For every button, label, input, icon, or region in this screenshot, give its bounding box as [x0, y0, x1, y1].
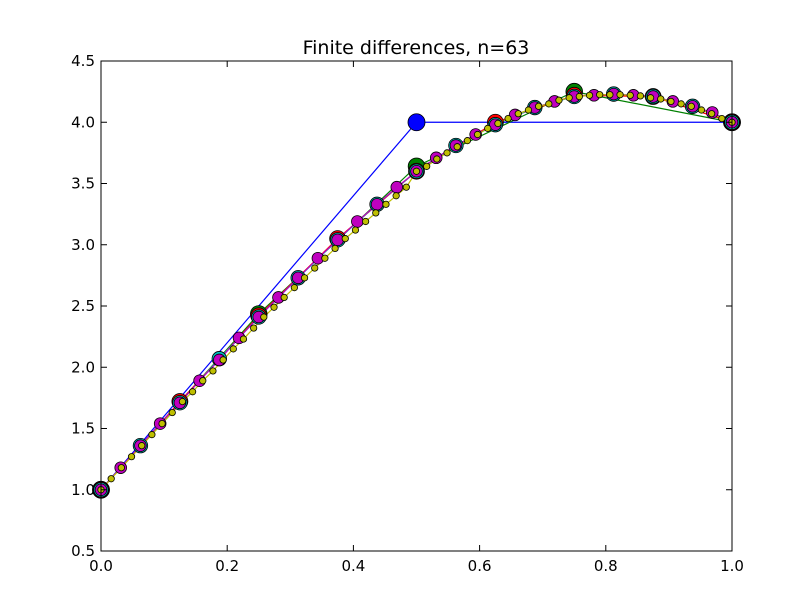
series-5-point	[453, 143, 461, 151]
series-5-point	[657, 95, 665, 103]
x-tick-label: 0.2	[215, 557, 239, 575]
y-tick-label: 4.5	[71, 52, 95, 70]
series-4-line	[101, 93, 732, 491]
series-5-point	[585, 91, 594, 99]
series-5-point	[392, 192, 400, 200]
x-tick-label: 1.0	[720, 557, 744, 575]
y-tick-label: 1.0	[71, 481, 95, 499]
series-5-point	[718, 114, 726, 123]
x-axis: 0.0 0.2 0.4 0.6 0.8 1.0	[89, 61, 744, 575]
series-5-point	[250, 324, 258, 332]
series-5-point	[504, 114, 512, 123]
series-1-line	[101, 91, 732, 491]
series-5-point	[667, 97, 675, 106]
series-5-point	[382, 200, 390, 208]
series-5-point	[646, 94, 655, 102]
series-5-point	[565, 94, 573, 102]
y-tick-label: 0.5	[71, 542, 95, 560]
series-5-point	[127, 453, 136, 461]
series-5-point	[311, 264, 319, 272]
series-5-point	[321, 254, 329, 262]
y-axis: 0.5 1.0 1.5 2.0 2.5 3.0 3.5 4.0 4.5	[71, 52, 732, 560]
x-tick-label: 0.0	[89, 557, 113, 575]
series-5-point	[402, 183, 410, 191]
markers-layer	[92, 82, 741, 499]
series-5-point	[708, 110, 716, 118]
series-5-line	[101, 94, 732, 491]
series-5-point	[524, 106, 533, 114]
series-5-point	[138, 442, 146, 450]
series-5-point	[300, 274, 309, 282]
series-5-point	[351, 226, 360, 234]
series-5-point	[687, 102, 695, 110]
series-5-point	[199, 377, 207, 385]
series-5-point	[117, 464, 125, 472]
series-5-point	[189, 388, 197, 396]
series-5-point	[677, 100, 685, 108]
y-tick-label: 4.0	[71, 113, 95, 131]
series-5-point	[260, 313, 268, 321]
x-tick-label: 0.8	[594, 557, 618, 575]
series-5-point	[636, 92, 645, 100]
series-4-point	[370, 198, 384, 211]
x-tick-label: 0.6	[468, 557, 492, 575]
series-4-point	[351, 215, 364, 228]
series-4-point	[331, 233, 344, 247]
series-5-point	[290, 284, 298, 292]
series-5-point	[423, 162, 431, 170]
series-5-point	[362, 217, 370, 226]
series-5-point	[229, 345, 237, 353]
series-5-point	[606, 91, 614, 99]
series-5-point	[596, 91, 604, 99]
series-0-point	[407, 113, 426, 132]
y-tick-label: 3.5	[71, 175, 95, 193]
series-5-point	[209, 367, 217, 375]
series-5-point	[280, 293, 288, 302]
series-5-point	[219, 356, 227, 364]
series-5-point	[697, 106, 706, 114]
series-5-point	[178, 397, 187, 406]
series-5-point	[555, 96, 563, 104]
series-5-point	[545, 100, 553, 108]
series-5-point	[443, 149, 451, 157]
series-5-point	[575, 92, 583, 101]
series-5-point	[463, 137, 471, 145]
series-5-point	[270, 303, 278, 311]
series-4-point	[390, 180, 404, 194]
series-5-point	[626, 91, 634, 99]
series-5-point	[412, 167, 421, 175]
series-5-point	[158, 419, 166, 428]
series-2-line	[101, 94, 732, 491]
series-5-point	[473, 130, 482, 139]
series-5-point	[331, 244, 339, 253]
series-5-point	[107, 475, 115, 483]
chart-title: Finite differences, n=63	[303, 37, 530, 59]
series-5-point	[535, 102, 543, 110]
y-tick-label: 2.5	[71, 297, 95, 315]
series-5-point	[494, 119, 502, 128]
series-3-line	[101, 93, 732, 491]
series-5-point	[168, 408, 176, 417]
series-5-point	[372, 209, 380, 217]
series-5-point	[484, 124, 492, 132]
plot-frame	[100, 60, 733, 552]
series-5-point	[239, 335, 248, 343]
series-5-point	[514, 110, 522, 118]
series-layer	[101, 91, 732, 491]
series-5-point	[616, 91, 624, 99]
y-tick-label: 3.0	[71, 236, 95, 254]
y-tick-label: 1.5	[71, 420, 95, 438]
series-5-point	[148, 431, 156, 439]
series-5-point	[433, 155, 441, 163]
series-5-point	[341, 235, 349, 243]
x-tick-label: 0.4	[341, 557, 365, 575]
y-tick-label: 2.0	[71, 358, 95, 376]
